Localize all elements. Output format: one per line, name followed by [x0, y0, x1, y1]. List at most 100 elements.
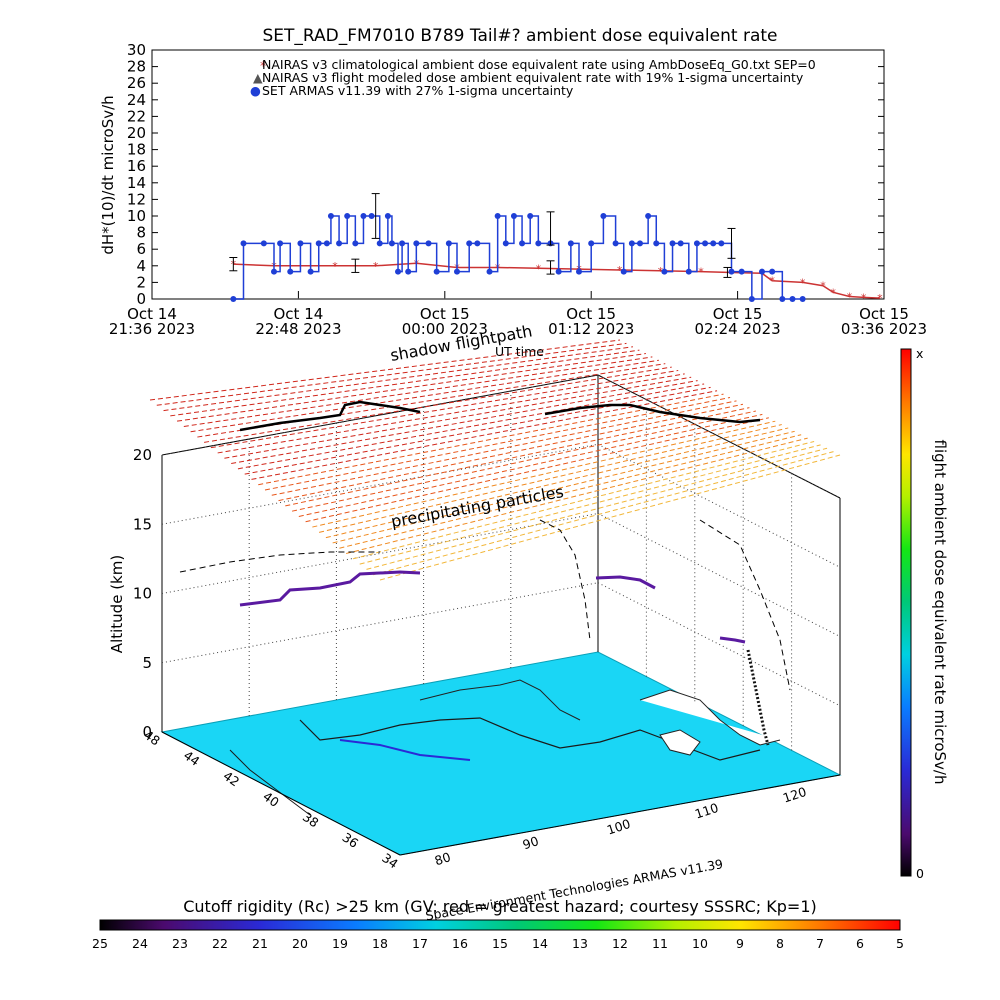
top-y-tick-label: 20	[127, 124, 146, 142]
top-x-tick-label-time: 00:00 2023	[402, 320, 488, 338]
top-x-tick-label-day: Oct 15	[566, 305, 616, 323]
rigidity-tick-label: 24	[132, 936, 148, 951]
flight-path-altitude-west	[239, 570, 421, 607]
altitude-tick-label: 10	[133, 585, 152, 603]
altitude-axis-label: Altitude (km)	[108, 555, 126, 653]
series-armas-point	[620, 268, 627, 275]
series-armas-point	[519, 240, 526, 247]
series-armas-point	[360, 213, 367, 219]
top-y-tick-label: 26	[127, 74, 146, 92]
series-armas-point	[384, 213, 391, 219]
series-armas-point	[352, 240, 359, 247]
box-top-back-right	[597, 374, 841, 499]
altitude-axis: 0 5 10 15 20	[133, 446, 152, 741]
series-armas-point	[576, 268, 582, 275]
flight-path-altitude-east	[719, 636, 746, 644]
rigidity-tick-label: 9	[736, 936, 744, 951]
series-armas-point	[413, 240, 420, 247]
rigidity-tick-label: 21	[252, 936, 268, 951]
series-armas-point	[336, 240, 343, 247]
annotation-ut-time: UT time	[495, 344, 544, 359]
top-chart-title: SET_RAD_FM7010 B789 Tail#? ambient dose …	[263, 26, 778, 46]
rigidity-tick-label: 16	[452, 936, 468, 951]
series-armas-point	[486, 268, 493, 275]
mesh-line	[190, 359, 659, 433]
top-y-tick-label: 4	[136, 257, 146, 275]
top-y-tick-label: 24	[127, 91, 146, 109]
legend-text-nairas-clim: NAIRAS v3 climatological ambient dose eq…	[262, 57, 816, 72]
series-nairas-climatological-point: *	[800, 276, 806, 289]
top-y-tick-label: 30	[127, 41, 146, 59]
rigidity-tick-label: 7	[816, 936, 824, 951]
mesh-line	[298, 413, 763, 517]
mesh-line	[224, 376, 692, 459]
series-armas-point	[344, 213, 351, 219]
series-armas-point	[502, 240, 509, 247]
mesh-line	[352, 440, 815, 560]
legend-text-nairas-flight: NAIRAS v3 flight modeled dose ambient eq…	[262, 70, 804, 85]
series-armas-point	[661, 268, 668, 275]
dose-colorbar-top-label: x	[916, 346, 923, 361]
series-armas-point	[405, 268, 412, 275]
dose-colorbar-bottom-label: 0	[916, 866, 924, 881]
dose-colorbar: x 0 flight ambient dose equivalent rate …	[900, 346, 949, 881]
rigidity-tick-label: 8	[776, 936, 784, 951]
series-armas-point	[388, 240, 395, 247]
longitude-tick-label: 90	[521, 833, 541, 852]
top-chart: SET_RAD_FM7010 B789 Tail#? ambient dose …	[99, 26, 927, 338]
top-x-tick-label-day: Oct 15	[420, 305, 470, 323]
rigidity-colorbar-title: Cutoff rigidity (Rc) >25 km (GV: red = g…	[183, 897, 817, 916]
series-armas-point	[748, 296, 755, 302]
series-armas-point	[433, 268, 440, 275]
rigidity-tick-label: 12	[612, 936, 628, 951]
series-armas-point	[789, 296, 796, 302]
series-armas-point	[588, 240, 595, 247]
mesh-line	[264, 397, 731, 491]
altitude-tick-label: 0	[142, 723, 152, 741]
box-top-back-left	[161, 374, 599, 456]
series-armas-point	[718, 240, 725, 247]
top-y-tick-label: 18	[127, 141, 146, 159]
series-armas-point	[612, 240, 619, 247]
series-armas-point	[628, 240, 635, 247]
mesh-line	[210, 369, 679, 449]
rigidity-tick-label: 5	[896, 936, 904, 951]
series-armas-point	[376, 240, 383, 247]
series-armas-point	[425, 240, 432, 247]
series-armas-point	[759, 268, 765, 275]
mesh-line	[271, 400, 737, 496]
legend-symbol-nairas-clim: *	[260, 58, 266, 73]
series-armas-point	[779, 296, 786, 302]
rigidity-tick-label: 25	[92, 936, 108, 951]
series-armas-point	[315, 240, 322, 247]
top-y-axis-label: dH*(10)/dt microSv/h	[99, 95, 117, 254]
top-y-tick-label: 14	[127, 174, 146, 192]
flight-path-descent	[746, 649, 770, 746]
latitude-tick-label: 48	[141, 727, 163, 748]
series-armas-point	[277, 240, 284, 247]
series-armas-point	[240, 240, 247, 247]
top-y-tick-label: 0	[136, 290, 146, 308]
latitude-tick-label: 42	[221, 768, 243, 789]
series-armas-point	[395, 268, 402, 275]
wall-grid-line	[597, 443, 841, 568]
series-nairas-climatological-point: *	[617, 264, 623, 277]
mesh-line	[319, 424, 782, 533]
longitude-tick-label: 120	[781, 784, 808, 806]
top-y-tick-label: 6	[136, 240, 146, 258]
series-armas-point	[297, 240, 304, 247]
longitude-tick-label: 100	[605, 816, 632, 838]
shadow-flightpath-ceiling-west	[239, 400, 421, 432]
mesh-line	[237, 383, 705, 470]
map-coast-east	[639, 689, 781, 746]
altitude-tick-label: 5	[142, 654, 152, 672]
rigidity-colorbar: Cutoff rigidity (Rc) >25 km (GV: red = g…	[92, 897, 904, 951]
top-x-tick-label-time: 22:48 2023	[255, 320, 341, 338]
top-y-tick-label: 12	[127, 190, 146, 208]
flight-path-altitude-mid	[595, 575, 656, 590]
top-x-tick-label-day: Oct 14	[127, 305, 177, 323]
mesh-line	[332, 430, 795, 544]
series-armas-point	[307, 268, 314, 275]
top-y-tick-label: 2	[136, 273, 146, 291]
mesh-line	[170, 349, 640, 417]
